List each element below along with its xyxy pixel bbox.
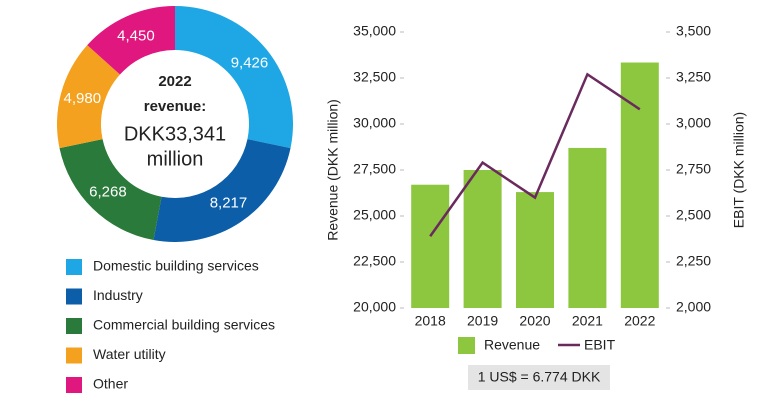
legend-label: Commercial building services [93,317,275,333]
y2-axis-title: EBIT (DKK million) [731,112,747,228]
note-box [468,365,610,390]
y-tick-label: 35,000 [353,23,396,39]
y2-tick-label: 3,250 [676,69,711,85]
legend-label: EBIT [584,337,616,353]
legend-swatch [66,377,82,393]
y-tick-label: 32,500 [353,69,396,85]
center-text: revenue: [144,98,207,115]
donut-slice [87,6,175,75]
legend-swatch [66,259,82,275]
center-text: DKK33,341 [124,123,226,145]
bar [568,147,607,308]
legend-swatch [66,318,82,334]
donut-slice [153,139,291,243]
y-tick-label: 25,000 [353,207,396,223]
donut-slice [175,6,294,149]
y2-tick-label: 2,500 [676,207,711,223]
legend-label: Revenue [484,337,540,353]
y-tick-label: 30,000 [353,115,396,131]
y2-tick-label: 2,750 [676,161,711,177]
x-tick-label: 2020 [519,313,550,329]
legend-swatch [66,288,82,305]
slice-label: 6,268 [89,184,127,201]
center-text: 2022 [158,73,191,90]
legend-label: Other [93,376,128,392]
legend-label: Water utility [93,346,166,362]
donut-slice [59,139,162,241]
slice-label: 8,217 [210,195,248,212]
y2-tick-label: 3,000 [676,115,711,131]
note: 1 US$ = 6.774 DKK [478,369,601,385]
donut-slice [56,45,120,149]
line [429,72,641,237]
y2-tick-label: 2,250 [676,253,711,269]
x-tick-label: 2022 [624,313,655,329]
legend-swatch [458,337,475,354]
y2-tick-label: 2,000 [676,299,711,315]
x-tick-label: 2018 [415,313,446,329]
bar [411,184,450,308]
bar [463,170,502,308]
y-tick-label: 22,500 [353,253,396,269]
slice-label: 4,980 [64,90,102,107]
center-text: million [147,148,204,170]
legend-swatch [66,347,82,364]
y-tick-label: 20,000 [353,299,396,315]
x-tick-label: 2019 [467,313,498,329]
x-tick-label: 2021 [572,313,603,329]
y2-tick-label: 3,500 [676,23,711,39]
bar [516,192,554,308]
legend-label: Industry [93,287,143,303]
slice-label: 9,426 [231,54,269,71]
bar [620,62,659,308]
slice-label: 4,450 [117,27,155,44]
y-axis-title: Revenue (DKK million) [325,99,341,241]
y-tick-label: 27,500 [353,161,396,177]
legend-label: Domestic building services [93,258,259,274]
